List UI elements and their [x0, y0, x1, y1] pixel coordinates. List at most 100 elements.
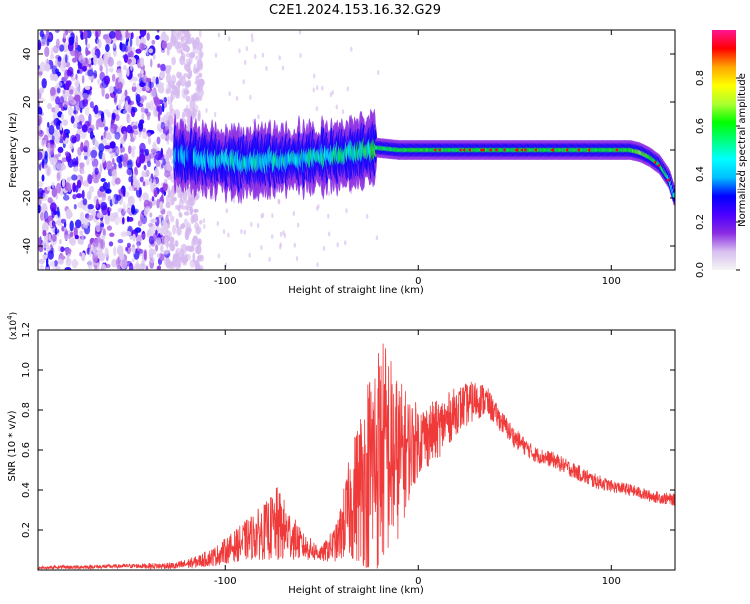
- noise-speckle: [60, 255, 66, 260]
- noise-speckle: [50, 47, 54, 56]
- noise-speckle: [122, 153, 129, 163]
- noise-speckle: [81, 124, 88, 133]
- noise-speckle: [63, 130, 66, 141]
- x-tick-label: -100: [214, 576, 237, 587]
- noise-speckle: [97, 78, 100, 85]
- noise-speckle: [171, 88, 178, 95]
- noise-speckle: [82, 218, 89, 229]
- noise-speckle: [170, 215, 175, 223]
- noise-speckle: [181, 87, 188, 99]
- noise-speckle: [169, 149, 173, 161]
- noise-speckle: [48, 234, 52, 242]
- noise-speckle: [68, 36, 75, 46]
- noise-speckle: [149, 152, 155, 159]
- noise-speckle: [228, 36, 231, 42]
- noise-speckle: [62, 164, 66, 170]
- noise-speckle: [157, 63, 161, 68]
- noise-speckle: [104, 126, 109, 132]
- noise-speckle: [152, 141, 157, 149]
- noise-speckle: [341, 109, 345, 115]
- noise-speckle: [98, 122, 105, 128]
- noise-speckle: [104, 247, 109, 258]
- noise-speckle: [81, 234, 84, 246]
- noise-speckle: [40, 139, 47, 148]
- noise-speckle: [240, 229, 243, 235]
- noise-speckle: [109, 141, 116, 149]
- noise-speckle: [74, 219, 82, 229]
- noise-speckle: [51, 233, 57, 242]
- noise-speckle: [89, 101, 94, 109]
- noise-speckle: [277, 198, 280, 204]
- snr-series-line: [38, 343, 675, 570]
- noise-speckle: [133, 263, 138, 270]
- noise-speckle: [116, 60, 122, 67]
- noise-speckle: [328, 191, 331, 197]
- noise-speckle: [74, 94, 81, 102]
- noise-speckle: [68, 105, 73, 117]
- noise-speckle: [64, 247, 72, 255]
- noise-speckle: [55, 121, 61, 130]
- noise-speckle: [175, 218, 179, 229]
- noise-speckle: [168, 64, 172, 71]
- noise-speckle: [55, 265, 61, 270]
- noise-speckle: [67, 30, 73, 34]
- x-tick-label: -100: [214, 276, 237, 287]
- noise-speckle: [232, 198, 236, 204]
- noise-speckle: [126, 67, 130, 77]
- noise-speckle: [45, 59, 50, 65]
- noise-speckle: [45, 266, 50, 270]
- noise-speckle: [139, 81, 146, 88]
- noise-speckle: [243, 229, 246, 235]
- noise-speckle: [103, 57, 109, 66]
- noise-speckle: [197, 112, 201, 122]
- noise-speckle: [117, 81, 123, 90]
- noise-speckle: [186, 104, 189, 110]
- noise-speckle: [316, 262, 319, 268]
- noise-speckle: [156, 136, 161, 145]
- noise-speckle: [46, 256, 49, 268]
- noise-speckle: [126, 242, 131, 248]
- noise-speckle: [150, 249, 157, 256]
- noise-speckle: [322, 245, 326, 251]
- noise-speckle: [171, 56, 177, 66]
- noise-speckle: [103, 109, 110, 115]
- noise-speckle: [159, 226, 163, 236]
- noise-speckle: [177, 79, 181, 89]
- colorbar-tick-label: 0.4: [695, 166, 706, 182]
- noise-speckle: [129, 235, 133, 240]
- noise-speckle: [336, 242, 339, 248]
- noise-speckle: [112, 124, 118, 131]
- noise-speckle: [120, 231, 128, 237]
- noise-speckle: [128, 185, 135, 191]
- colorbar-label: Normalized spectral amplitude: [737, 73, 748, 227]
- noise-speckle: [163, 222, 168, 229]
- noise-speckle: [38, 163, 42, 171]
- noise-speckle: [188, 61, 192, 67]
- noise-speckle: [139, 176, 144, 183]
- noise-speckle: [165, 194, 170, 204]
- noise-speckle: [176, 226, 182, 236]
- noise-speckle: [268, 256, 271, 262]
- noise-speckle: [117, 239, 124, 244]
- noise-speckle: [130, 137, 135, 143]
- noise-speckle: [150, 148, 157, 154]
- noise-speckle: [38, 106, 43, 117]
- noise-speckle: [147, 132, 151, 138]
- noise-speckle: [141, 170, 145, 179]
- noise-speckle: [83, 139, 90, 150]
- noise-speckle: [109, 212, 116, 222]
- noise-speckle: [195, 262, 201, 270]
- noise-speckle: [151, 196, 155, 202]
- noise-speckle: [135, 93, 141, 104]
- noise-speckle: [73, 204, 77, 210]
- noise-speckle: [123, 65, 127, 71]
- noise-speckle: [74, 113, 79, 123]
- noise-speckle: [136, 156, 140, 164]
- noise-speckle: [123, 109, 130, 115]
- noise-speckle: [164, 178, 168, 184]
- noise-speckle: [139, 42, 145, 51]
- noise-speckle: [265, 66, 268, 71]
- noise-speckle: [143, 249, 147, 261]
- noise-speckle: [150, 90, 157, 98]
- noise-speckle: [68, 211, 73, 218]
